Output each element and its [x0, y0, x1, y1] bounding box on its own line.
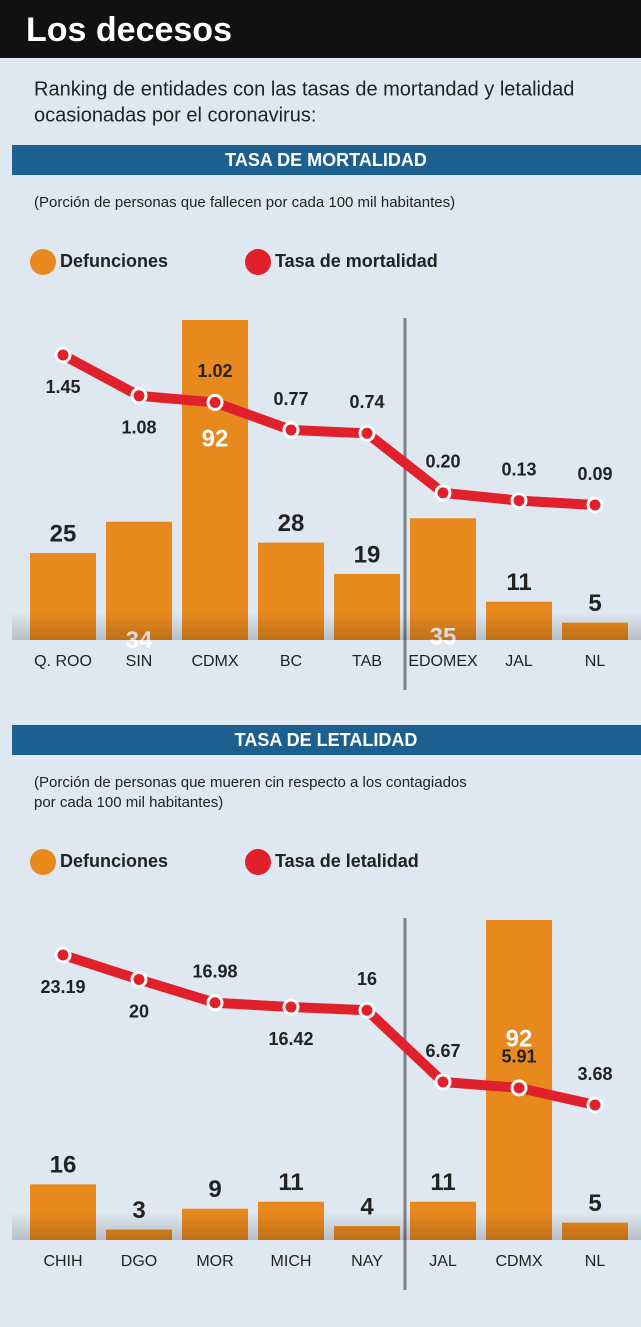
rate-label: 3.68 — [577, 1064, 612, 1084]
rate-point — [130, 971, 148, 989]
note: (Porción de personas que fallecen por ca… — [34, 194, 455, 211]
x-tick-label: CDMX — [191, 653, 238, 670]
rate-point — [358, 1001, 376, 1019]
x-tick-label: MOR — [196, 1253, 233, 1270]
legend-label: Defunciones — [60, 251, 168, 271]
rate-label: 1.02 — [197, 361, 232, 381]
legend-swatch — [245, 849, 271, 875]
rate-point — [54, 346, 72, 364]
subtitle: ocasionadas por el coronavirus: — [34, 104, 316, 126]
legend-swatch — [245, 249, 271, 275]
rate-label: 0.77 — [273, 389, 308, 409]
rate-point — [206, 994, 224, 1012]
x-tick-label: DGO — [121, 1253, 157, 1270]
x-tick-label: EDOMEX — [408, 653, 478, 670]
legend-label: Tasa de mortalidad — [275, 251, 438, 271]
x-tick-label: TAB — [352, 653, 382, 670]
bar-value-label: 9 — [208, 1176, 221, 1203]
rate-label: 5.91 — [501, 1047, 536, 1067]
rate-label: 23.19 — [40, 977, 85, 997]
rate-point — [510, 1079, 528, 1097]
x-tick-label: BC — [280, 653, 302, 670]
bar-value-label: 11 — [430, 1169, 455, 1196]
rate-point — [434, 1073, 452, 1091]
rate-point — [206, 393, 224, 411]
section-bar — [12, 725, 641, 755]
legend-swatch — [30, 849, 56, 875]
bar-value-label: 11 — [506, 569, 531, 596]
section-bar — [12, 145, 641, 175]
rate-label: 0.74 — [349, 392, 384, 412]
baseline-shade — [12, 612, 641, 640]
rate-label: 0.13 — [501, 459, 536, 479]
rate-label: 6.67 — [425, 1041, 460, 1061]
page-title: Los decesos — [26, 11, 232, 49]
rate-label: 0.20 — [425, 452, 460, 472]
rate-point — [282, 998, 300, 1016]
rate-point — [54, 946, 72, 964]
legend-label: Defunciones — [60, 851, 168, 871]
rate-point — [282, 421, 300, 439]
x-tick-label: NL — [585, 1253, 606, 1270]
rate-point — [510, 492, 528, 510]
bar-value-label: 92 — [202, 425, 229, 452]
note: (Porción de personas que mueren cin resp… — [34, 774, 467, 791]
rate-label: 1.08 — [121, 418, 156, 438]
x-tick-label: Q. ROO — [34, 653, 92, 670]
bar-value-label: 19 — [354, 541, 381, 568]
rate-line — [61, 950, 597, 1110]
subtitle: Ranking de entidades con las tasas de mo… — [34, 78, 574, 100]
rate-line — [60, 350, 596, 510]
bar-value-label: 11 — [278, 1169, 303, 1196]
x-tick-label: CDMX — [495, 1253, 542, 1270]
rate-label: 1.45 — [45, 377, 80, 397]
rate-point — [434, 484, 452, 502]
rate-point — [586, 1096, 604, 1114]
header-bar — [0, 0, 641, 58]
x-tick-label: NAY — [351, 1253, 383, 1270]
bar-value-label: 5 — [588, 1190, 601, 1217]
x-tick-label: SIN — [126, 653, 153, 670]
bar-value-label: 28 — [278, 510, 305, 537]
bar-value-label: 5 — [588, 590, 601, 617]
baseline-shade — [12, 1212, 641, 1240]
rate-label: 16.42 — [268, 1029, 313, 1049]
legend-swatch — [30, 249, 56, 275]
section-title: TASA DE LETALIDAD — [235, 730, 418, 750]
bar-value-label: 25 — [50, 520, 77, 547]
x-tick-label: JAL — [429, 1253, 457, 1270]
x-tick-label: JAL — [505, 653, 533, 670]
legend-label: Tasa de letalidad — [275, 851, 419, 871]
bar — [182, 320, 248, 640]
bar-value-label: 92 — [506, 1025, 533, 1052]
rate-label: 0.09 — [577, 464, 612, 484]
x-tick-label: MICH — [271, 1253, 312, 1270]
rate-point — [586, 496, 604, 514]
x-tick-label: NL — [585, 653, 606, 670]
rate-point — [130, 387, 148, 405]
bar-value-label: 16 — [50, 1152, 77, 1179]
rate-point — [358, 424, 376, 442]
rate-label: 16.98 — [192, 961, 237, 981]
section-title: TASA DE MORTALIDAD — [225, 150, 427, 170]
rate-label: 20 — [129, 1001, 149, 1021]
note: por cada 100 mil habitantes) — [34, 794, 223, 811]
x-tick-label: CHIH — [43, 1253, 82, 1270]
rate-label: 16 — [357, 969, 377, 989]
